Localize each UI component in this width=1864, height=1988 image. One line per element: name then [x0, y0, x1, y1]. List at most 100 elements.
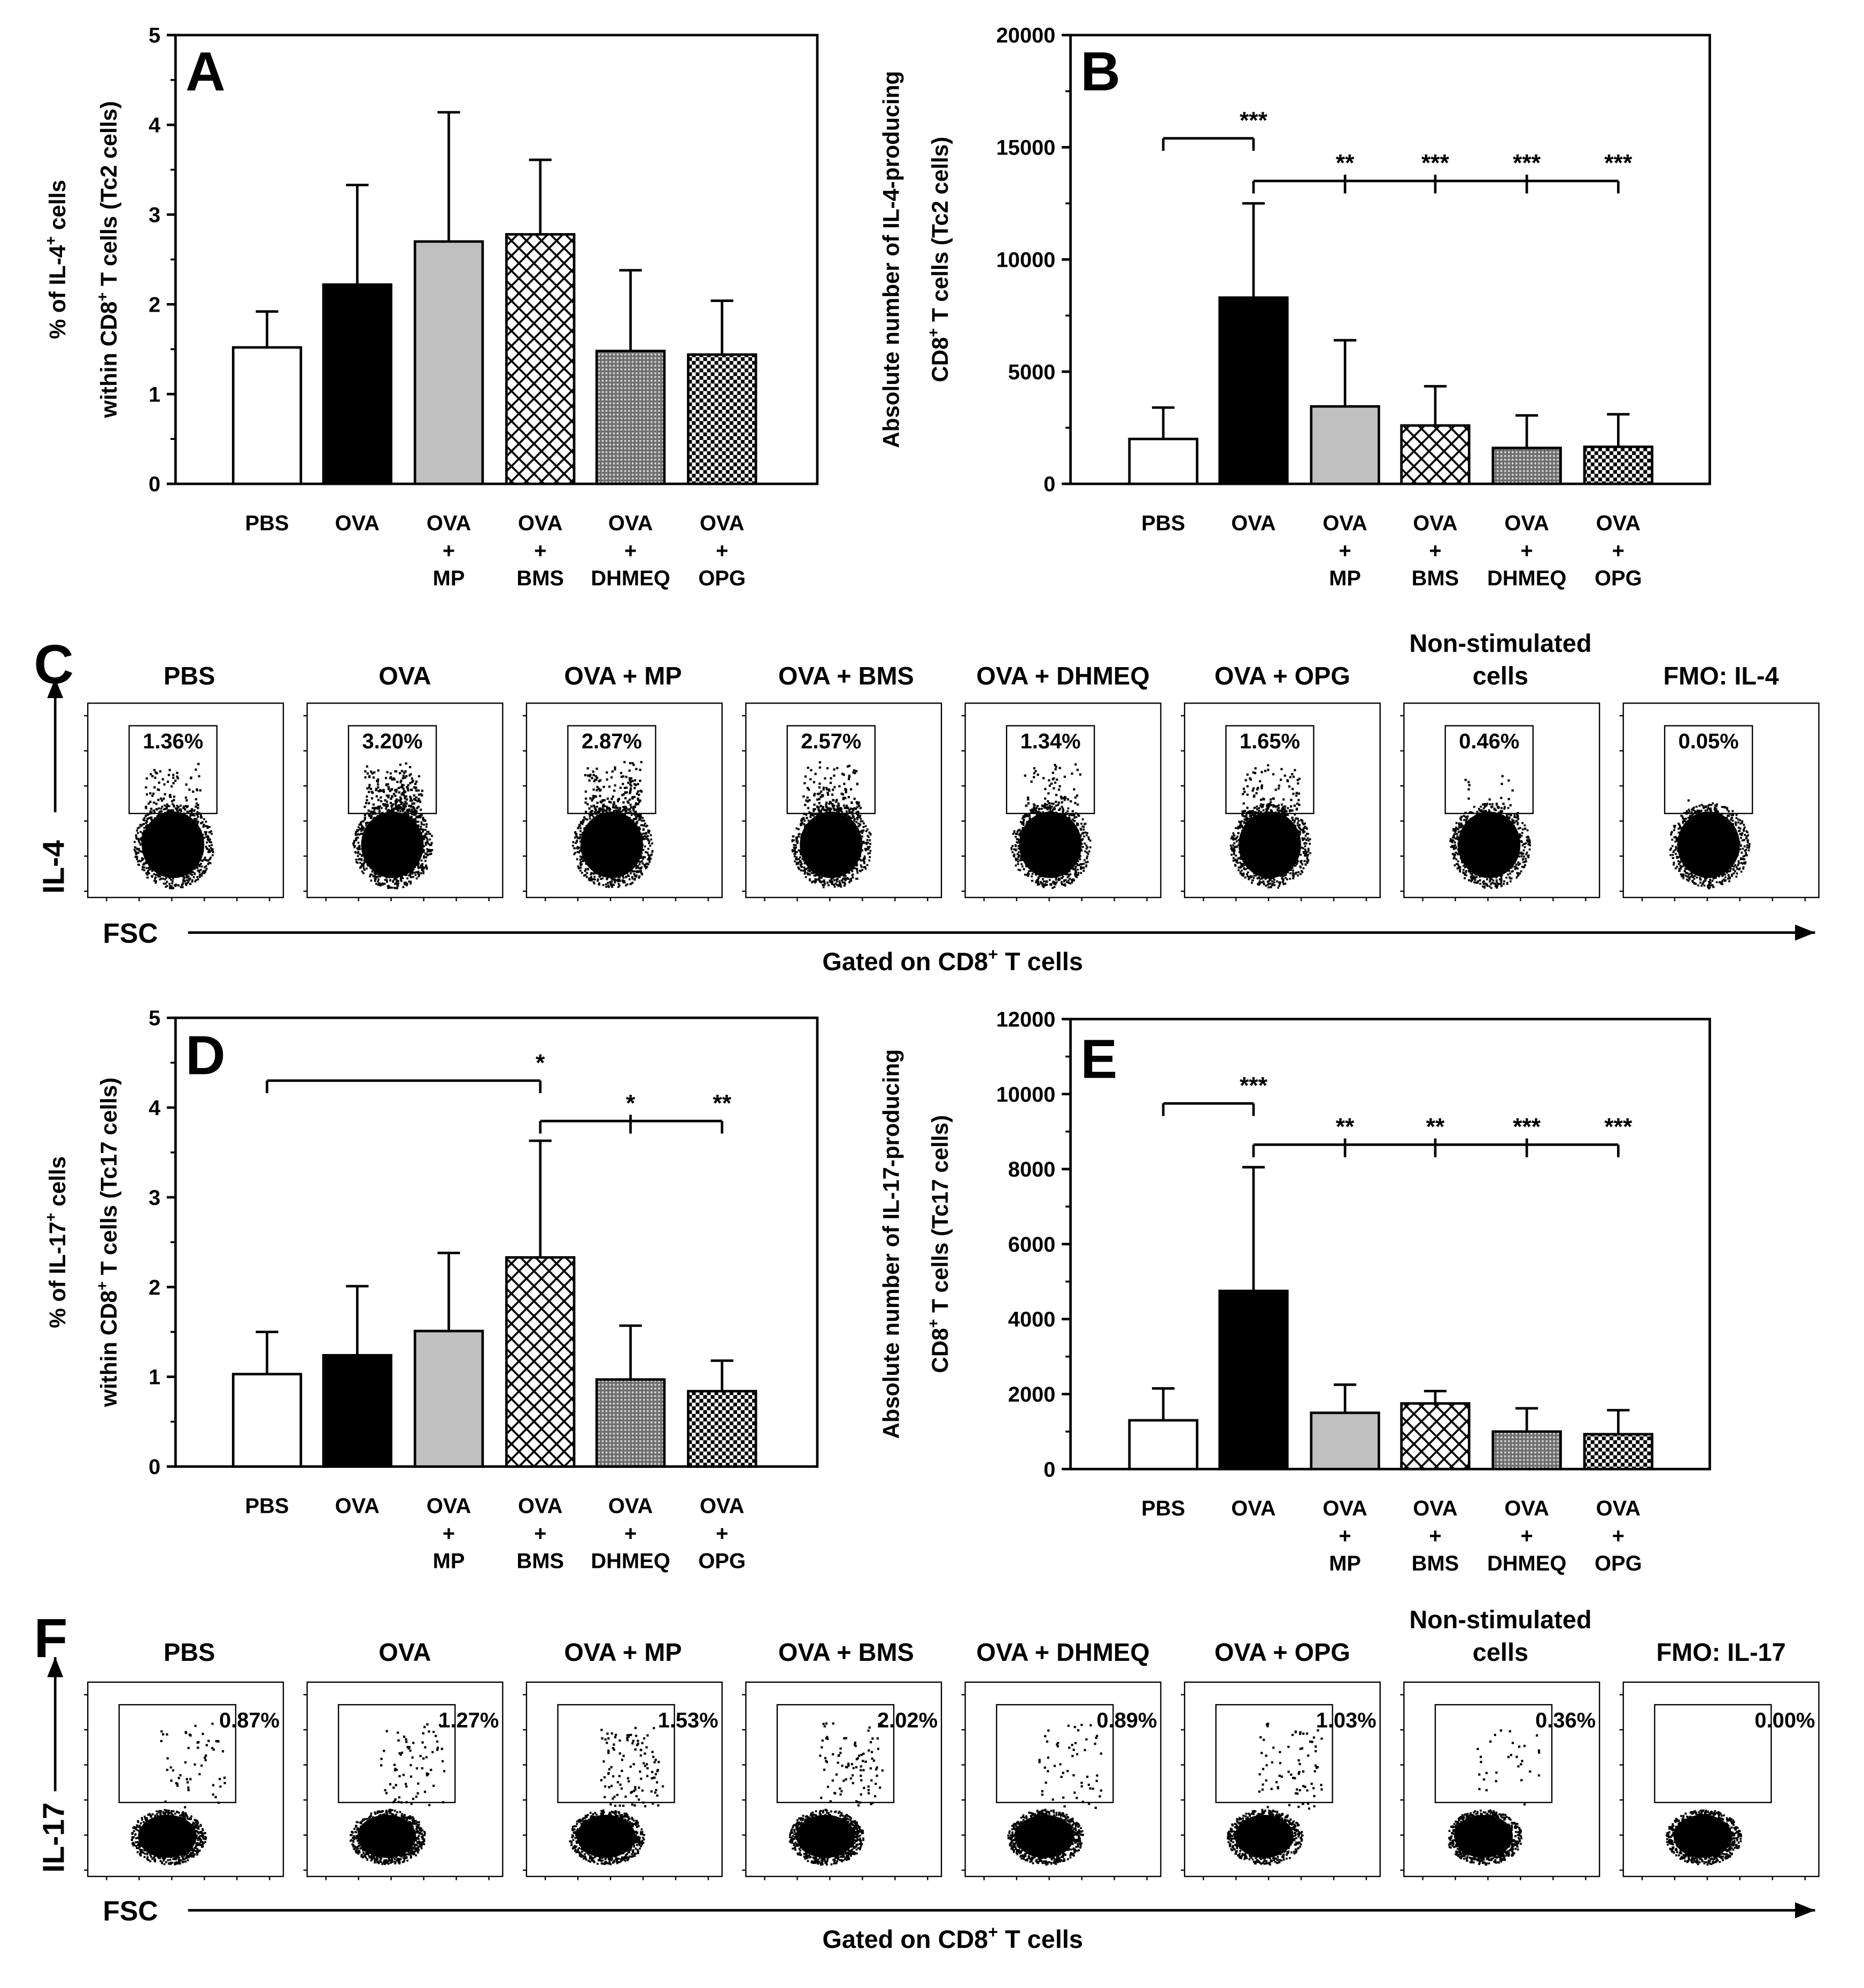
x-category-label: OVA	[427, 1494, 471, 1518]
flow-plot: Non-stimulated cells 0.46%	[1400, 629, 1600, 901]
x-category-label: +	[1612, 1525, 1625, 1548]
significance-stars: **	[713, 1090, 731, 1116]
flow-population-core	[138, 1815, 197, 1858]
y-tick-label: 10000	[996, 1083, 1056, 1107]
flow-plot: OVA 1.27%	[303, 1638, 504, 1881]
x-category-label: PBS	[1141, 512, 1185, 535]
flow-population-core	[796, 1815, 855, 1858]
bar	[1400, 424, 1471, 485]
flow-gate-percent: 1.53%	[658, 1708, 718, 1732]
flow-gated-events	[819, 1722, 884, 1807]
y-tick-label: 4	[149, 114, 160, 137]
bar	[687, 1390, 757, 1468]
bar	[322, 1353, 393, 1468]
x-category-label: OVA	[1231, 512, 1275, 535]
x-category-label: +	[1339, 1525, 1351, 1548]
x-category-label: +	[1521, 539, 1533, 562]
flow-population-core	[1454, 1815, 1513, 1858]
bar	[1128, 1419, 1198, 1471]
flow-plot-title: cells	[1473, 662, 1528, 690]
bar	[322, 283, 393, 485]
y-tick-label: 1	[149, 1366, 160, 1389]
x-category-label: +	[1521, 1525, 1533, 1548]
y-tick-label: 20000	[996, 24, 1056, 48]
y-tick-label: 3	[149, 1186, 160, 1210]
flow-plot-title: OVA + MP	[564, 662, 682, 690]
flow-plot: OVA + MP 1.53%	[522, 1638, 723, 1881]
x-category-label: OVA	[700, 1494, 744, 1518]
flow-gate-percent: 0.36%	[1535, 1708, 1596, 1732]
flow-panel-c: C PBS 1.36% OVA 3.20% OVA + MP 2.87% OVA + BMS 2…	[34, 629, 1820, 976]
bar	[505, 1256, 576, 1468]
y-marker-label: IL-17	[37, 1803, 71, 1873]
x-category-label: MP	[1329, 1552, 1361, 1575]
significance-stars: ***	[1240, 107, 1268, 134]
flow-plot: OVA + DHMEQ 1.34%	[961, 662, 1162, 901]
y-tick-label: 4000	[1008, 1308, 1056, 1332]
x-category-label: OVA	[700, 512, 744, 535]
flow-gate-percent: 0.89%	[1096, 1708, 1157, 1732]
x-category-label: OVA	[335, 1494, 380, 1518]
bar	[231, 346, 303, 485]
significance-stars: ***	[1513, 1114, 1541, 1140]
flow-plot: OVA + DHMEQ 0.89%	[961, 1638, 1162, 1881]
flow-plot: PBS 1.36%	[84, 662, 284, 901]
gated-caption: Gated on CD8+ T cells	[822, 945, 1083, 976]
flow-gated-events	[584, 761, 643, 821]
flow-plot-title: OVA + BMS	[778, 1638, 914, 1666]
panel-letter: D	[185, 1025, 226, 1086]
x-category-label: OVA	[1413, 512, 1457, 535]
flow-gate	[996, 1704, 1114, 1804]
x-category-label: OPG	[1595, 567, 1642, 590]
x-category-label: OVA	[1413, 1497, 1457, 1520]
flow-gate	[118, 1704, 237, 1804]
y-tick-label: 0	[149, 473, 160, 496]
y-axis-label: Absolute number of IL-17-producing	[878, 1049, 903, 1439]
bar	[1218, 296, 1289, 485]
significance-stars: ***	[1513, 150, 1541, 176]
flow-gate-percent: 1.34%	[1020, 730, 1081, 753]
flow-plot: OVA + OPG 1.03%	[1180, 1638, 1381, 1881]
flow-population-core	[1015, 1815, 1074, 1858]
significance-stars: ***	[1604, 1114, 1633, 1140]
x-category-label: OVA	[1322, 1497, 1367, 1520]
panel-letter: C	[34, 633, 74, 695]
flow-gated-events	[600, 1727, 664, 1808]
x-category-label: OVA	[518, 1494, 562, 1518]
x-category-label: OVA	[1596, 1497, 1641, 1520]
x-category-label: +	[716, 539, 728, 562]
x-category-label: +	[1429, 539, 1441, 562]
flow-gate-percent: 1.65%	[1240, 730, 1300, 753]
y-tick-label: 2	[149, 1276, 160, 1299]
bar	[1491, 446, 1562, 485]
bar	[1310, 1411, 1380, 1471]
flow-plot-title: OVA + DHMEQ	[976, 662, 1149, 690]
bar	[1583, 445, 1653, 485]
x-category-label: +	[534, 1522, 546, 1545]
bar	[413, 240, 484, 485]
x-category-label: +	[534, 539, 546, 562]
y-tick-label: 12000	[996, 1008, 1056, 1031]
flow-gated-events	[802, 761, 862, 821]
x-category-label: +	[1612, 539, 1625, 562]
flow-plot-title: OVA + OPG	[1215, 662, 1350, 690]
y-tick-label: 10000	[996, 248, 1056, 272]
x-category-label: MP	[433, 1549, 465, 1573]
y-axis-label: CD8+ T cells (Tc2 cells)	[925, 137, 953, 382]
y-tick-label: 4	[149, 1096, 160, 1120]
flow-population-core	[1677, 811, 1740, 878]
plot-frame	[1069, 34, 1711, 485]
flow-population-core	[142, 811, 205, 878]
flow-population-core	[357, 1815, 416, 1858]
x-category-label: MP	[1329, 567, 1361, 590]
y-axis-label: Absolute number of IL-4-producing	[878, 71, 903, 448]
flow-gate-percent: 2.57%	[801, 730, 861, 753]
y-tick-label: 5	[149, 1007, 160, 1030]
flow-plot: OVA + BMS 2.02%	[742, 1638, 942, 1881]
bar	[1310, 405, 1380, 485]
flow-plot: OVA + MP 2.87%	[522, 662, 723, 901]
flow-gate	[776, 1704, 895, 1804]
x-category-label: OVA	[1504, 1497, 1549, 1520]
flow-plot-title: OVA + DHMEQ	[976, 1638, 1149, 1666]
